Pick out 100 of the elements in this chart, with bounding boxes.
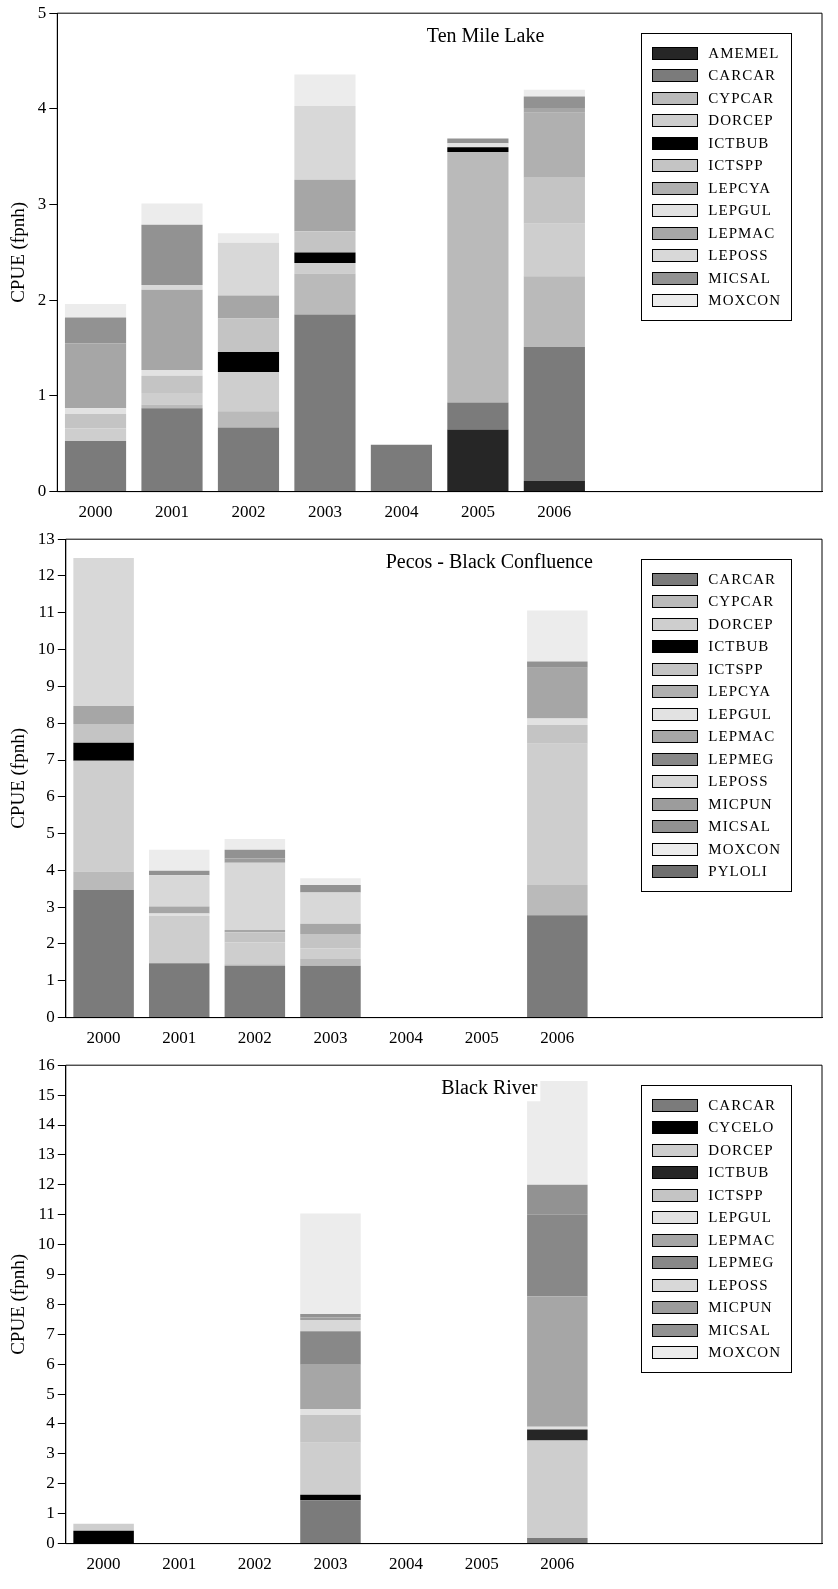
bar [294,74,356,107]
bar [300,923,361,935]
x-tick-label: 2001 [155,502,190,522]
legend-label: LEPOSS [708,773,769,791]
legend-label: MOXCON [708,1344,781,1362]
bar [527,661,588,668]
bar [370,444,432,492]
legend-label: LEPOSS [708,247,769,265]
y-tick-label: 3 [46,1443,55,1463]
x-tick-label: 2004 [389,1554,424,1574]
legend-label: LEPGUL [708,705,772,723]
bar [217,233,280,243]
x-tick-label: 2005 [464,1028,499,1048]
y-tick-label: 4 [46,1413,56,1433]
bar [141,408,203,492]
y-tick-label: 2 [46,933,55,953]
bar [64,304,127,318]
legend-label: MOXCON [708,292,781,310]
legend-label: CYCELO [708,1119,775,1137]
y-tick-label: 11 [38,602,55,622]
x-tick-label: 2001 [162,1028,197,1048]
bar [64,440,127,492]
text: Ten Mile Lake [426,24,545,47]
x-tick-label: 2005 [460,502,495,522]
legend-label: PYLOLI [708,863,768,881]
legend-label: MICPUN [708,795,773,813]
x-tick-label: 2004 [384,502,419,522]
bar [300,892,361,924]
bar [294,106,356,180]
y-tick-label: 5 [46,823,55,843]
y-tick-label: 4 [46,859,56,879]
y-tick-label: 3 [37,194,47,214]
y-tick-label: 9 [46,1263,55,1283]
y-tick-label: 2 [46,1473,55,1493]
x-tick-label: 2002 [231,502,266,522]
bar [73,889,134,1018]
legend-label: ICTBUB [708,1164,770,1182]
y-tick-label: 12 [37,1174,55,1194]
legend-label: ICTBUB [708,638,770,656]
legend-label: ICTSPP [708,157,764,175]
legend-label: LEPOSS [708,1276,769,1294]
legend-label: MICSAL [708,269,771,287]
bar [527,885,588,916]
x-tick-label: 2003 [313,1554,348,1574]
bar [523,347,585,482]
bar [224,839,286,850]
bar [300,1500,361,1544]
bar [217,318,280,352]
legend-label: CARCAR [708,67,776,85]
x-tick-label: 2000 [86,1554,121,1574]
bar [294,179,356,232]
y-tick-label: 10 [37,1234,55,1254]
legend-label: LEPGUL [708,202,772,220]
bar [148,963,210,1018]
bar [141,289,203,371]
bar [523,112,585,178]
y-tick-label: 0 [46,1007,55,1027]
bar [300,1409,361,1416]
y-axis-title: CPUE (fpnh) [7,1253,30,1355]
bar [300,1319,361,1332]
bar [294,252,356,263]
legend-label: AMEMEL [708,44,780,62]
y-tick-label: 1 [46,970,55,990]
y-axis-title: CPUE (fpnh) [7,727,30,829]
x-tick-label: 2002 [237,1554,272,1574]
bar [224,862,286,931]
bar [148,875,210,907]
bar [300,1364,361,1410]
y-tick-label: 12 [37,565,55,585]
x-tick-label: 2002 [237,1028,272,1048]
bar [217,242,280,296]
bar [527,1296,588,1427]
legend-label: CYPCAR [708,89,775,107]
x-tick-label: 2003 [307,502,342,522]
bar [447,151,509,403]
y-tick-label: 1 [37,385,47,405]
bar [141,284,203,290]
y-tick-label: 5 [46,1383,55,1403]
bar [300,959,361,966]
legend-label: CARCAR [708,1096,776,1114]
legend-label: ICTSPP [708,1186,764,1204]
legend-label: LEPMAC [708,728,776,746]
y-tick-label: 11 [38,1204,55,1224]
legend-label: DORCEP [708,1141,774,1159]
bar [447,429,509,492]
bar [73,705,134,724]
y-tick-label: 16 [37,1054,55,1074]
bar [64,408,127,415]
legend-label: DORCEP [708,615,774,633]
y-tick-label: 10 [37,639,55,659]
bar [64,343,127,409]
y-tick-label: 13 [37,1144,55,1164]
bar [217,411,280,428]
legend-label: MOXCON [708,840,781,858]
bar [300,885,361,893]
y-tick-label: 7 [46,749,56,769]
bar [141,224,203,285]
bar [523,276,585,348]
bar [73,742,134,761]
x-tick-label: 2006 [540,1028,575,1048]
